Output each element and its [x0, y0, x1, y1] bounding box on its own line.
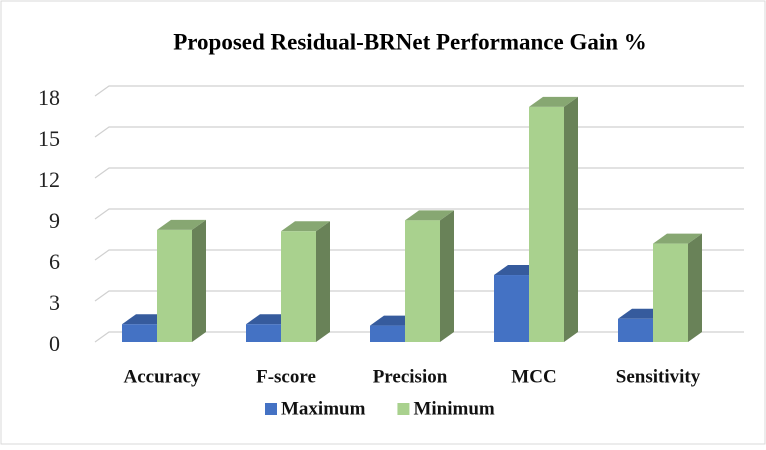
- bar: [157, 229, 192, 342]
- y-tick-label: 0: [49, 331, 60, 356]
- chart-title: Proposed Residual-BRNet Performance Gain…: [173, 29, 647, 54]
- y-tick-label: 18: [38, 85, 60, 110]
- legend-label: Minimum: [413, 398, 494, 419]
- x-tick-label: Sensitivity: [616, 366, 701, 387]
- bar: [122, 324, 157, 342]
- bar: [281, 231, 316, 342]
- bar-top: [405, 210, 454, 221]
- legend-label: Maximum: [281, 398, 366, 419]
- bar-side: [316, 221, 330, 342]
- bar-side: [192, 219, 206, 342]
- x-tick-label: Precision: [373, 366, 448, 387]
- legend-swatch: [397, 403, 410, 415]
- bar-top: [157, 219, 206, 230]
- bar: [246, 324, 281, 342]
- y-tick-label: 6: [49, 249, 60, 274]
- bar: [653, 243, 688, 342]
- bar-top: [281, 221, 330, 232]
- y-tick-label: 12: [38, 167, 60, 192]
- y-tick-label: 3: [49, 290, 60, 315]
- grid-line: [94, 85, 744, 97]
- legend-item: Minimum: [397, 398, 495, 419]
- bar-top: [653, 233, 702, 244]
- bar: [494, 275, 529, 342]
- bar: [529, 106, 564, 342]
- x-tick-label: Accuracy: [123, 366, 201, 387]
- bar-side: [440, 210, 454, 342]
- bar: [405, 220, 440, 342]
- y-tick-label: 15: [38, 126, 60, 151]
- bar: [370, 325, 405, 342]
- bar-side: [564, 96, 578, 342]
- legend-item: Maximum: [265, 398, 366, 419]
- x-tick-label: MCC: [511, 366, 556, 387]
- bar: [618, 318, 653, 342]
- y-tick-label: 9: [49, 208, 60, 233]
- x-tick-label: F-score: [256, 366, 316, 387]
- legend-swatch: [265, 403, 277, 415]
- bar-side: [688, 233, 702, 342]
- bar-top: [529, 96, 578, 107]
